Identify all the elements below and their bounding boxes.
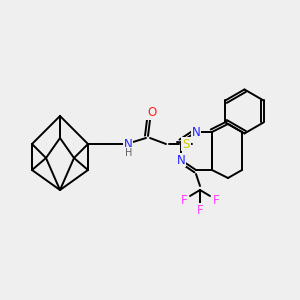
Text: N: N [192,125,200,139]
Text: S: S [182,137,190,151]
Text: N: N [124,137,132,151]
Text: H: H [125,148,133,158]
Text: F: F [197,203,203,217]
Text: O: O [147,106,157,119]
Text: N: N [177,154,185,166]
Text: F: F [181,194,187,206]
Text: F: F [213,194,219,206]
